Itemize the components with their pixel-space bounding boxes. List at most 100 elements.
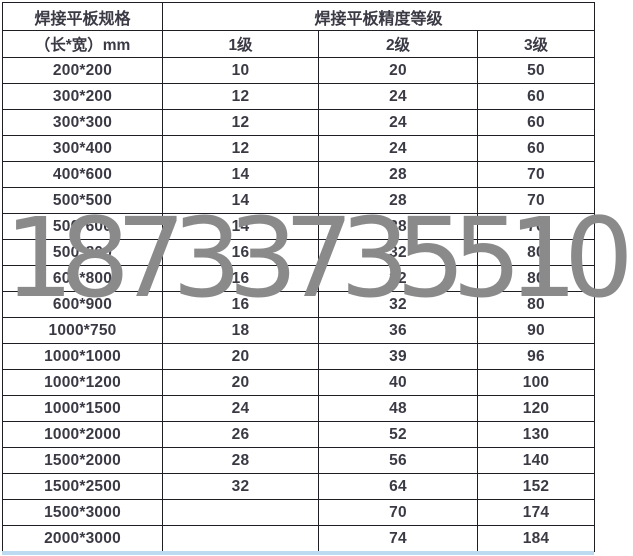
cell-flatness-value: 96: [476, 343, 596, 370]
cell-flatness-value: 60: [476, 135, 596, 162]
cell-flatness-value: 14: [162, 213, 319, 240]
cell-flatness-value: 24: [318, 109, 478, 136]
table-row: 1000*1200 20 40 100: [2, 369, 596, 396]
cell-plate-size: 1000*1000: [2, 343, 163, 370]
welding-plate-spec-table: 焊接平板规格 焊接平板精度等级 （长*宽）mm 1级 2级 3级 200*200 10 2…: [2, 2, 596, 552]
cell-plate-size: 500*800: [2, 239, 163, 266]
cell-flatness-value: 80: [476, 291, 596, 318]
cell-plate-size: 600*900: [2, 291, 163, 318]
cell-flatness-value: 32: [318, 265, 478, 292]
cell-flatness-value: 26: [162, 421, 319, 448]
cell-flatness-value: 32: [318, 239, 478, 266]
table-row: 400*600 14 28 70: [2, 161, 596, 188]
cell-flatness-value: 70: [318, 499, 478, 526]
cell-flatness-value: 60: [476, 83, 596, 110]
table-row: 300*400 12 24 60: [2, 135, 596, 162]
cell-plate-size: 1000*1500: [2, 395, 163, 422]
cell-flatness-value: 74: [318, 525, 478, 552]
table-row: 300*300 12 24 60: [2, 109, 596, 136]
cell-flatness-value: 90: [476, 317, 596, 344]
cell-flatness-value: 28: [318, 213, 478, 240]
table-row: 2000*3000 74 184: [2, 525, 596, 552]
cell-flatness-value: 80: [476, 265, 596, 292]
header-precision-grades: 焊接平板精度等级: [161, 2, 596, 31]
cell-flatness-value: 40: [318, 369, 478, 396]
cell-plate-size: 300*300: [2, 109, 163, 136]
cell-flatness-value: 100: [476, 369, 596, 396]
column-header-row: （长*宽）mm 1级 2级 3级: [2, 30, 596, 58]
cell-flatness-value: 130: [476, 421, 596, 448]
cell-flatness-value: 16: [162, 239, 319, 266]
cell-flatness-value: 12: [162, 109, 319, 136]
cell-plate-size: 300*200: [2, 83, 163, 110]
group-header-row: 焊接平板规格 焊接平板精度等级: [2, 2, 596, 31]
cell-plate-size: 1000*750: [2, 317, 163, 344]
cell-plate-size: 400*600: [2, 161, 163, 188]
table-row: 1000*750 18 36 90: [2, 317, 596, 344]
table-row: 300*200 12 24 60: [2, 83, 596, 110]
column-header-size-mm: （长*宽）mm: [2, 30, 163, 58]
cell-flatness-value: 152: [476, 473, 596, 500]
table-row: 500*500 14 28 70: [2, 187, 596, 214]
cell-flatness-value: 20: [162, 369, 319, 396]
cell-flatness-value: 120: [476, 395, 596, 422]
cell-flatness-value: [162, 499, 319, 526]
cell-flatness-value: 70: [476, 213, 596, 240]
cell-flatness-value: 28: [162, 447, 319, 474]
cell-flatness-value: 20: [162, 343, 319, 370]
cell-flatness-value: 14: [162, 187, 319, 214]
cell-flatness-value: 50: [476, 57, 596, 84]
cell-flatness-value: 70: [476, 187, 596, 214]
table-row: 600*900 16 32 80: [2, 291, 596, 318]
cell-flatness-value: 16: [162, 265, 319, 292]
cell-plate-size: 1000*1200: [2, 369, 163, 396]
cell-flatness-value: 80: [476, 239, 596, 266]
table-row: 1000*1000 20 39 96: [2, 343, 596, 370]
cell-flatness-value: 32: [162, 473, 319, 500]
cell-plate-size: 600*800: [2, 265, 163, 292]
cell-flatness-value: 24: [318, 83, 478, 110]
cell-flatness-value: 20: [318, 57, 478, 84]
cell-flatness-value: [162, 525, 319, 552]
cell-flatness-value: 52: [318, 421, 478, 448]
cell-flatness-value: 14: [162, 161, 319, 188]
table-row: 600*800 16 32 80: [2, 265, 596, 292]
table-row: 1500*2000 28 56 140: [2, 447, 596, 474]
header-plate-spec: 焊接平板规格: [2, 2, 163, 31]
cell-flatness-value: 64: [318, 473, 478, 500]
table-row: 1000*1500 24 48 120: [2, 395, 596, 422]
cell-flatness-value: 184: [476, 525, 596, 552]
cell-flatness-value: 18: [162, 317, 319, 344]
table-row: 1500*3000 70 174: [2, 499, 596, 526]
table-row: 1000*2000 26 52 130: [2, 421, 596, 448]
cell-flatness-value: 28: [318, 161, 478, 188]
cell-flatness-value: 32: [318, 291, 478, 318]
cell-plate-size: 1500*2500: [2, 473, 163, 500]
cell-plate-size: 2000*3000: [2, 525, 163, 552]
cell-plate-size: 500*600: [2, 213, 163, 240]
column-header-grade-2: 2级: [318, 30, 478, 58]
cell-plate-size: 500*500: [2, 187, 163, 214]
cell-flatness-value: 28: [318, 187, 478, 214]
table-row: 1500*2500 32 64 152: [2, 473, 596, 500]
column-header-grade-3: 3级: [476, 30, 596, 58]
cell-plate-size: 200*200: [2, 57, 163, 84]
cell-flatness-value: 174: [476, 499, 596, 526]
column-header-grade-1: 1级: [162, 30, 319, 58]
cell-flatness-value: 39: [318, 343, 478, 370]
cell-plate-size: 1500*3000: [2, 499, 163, 526]
cell-flatness-value: 24: [318, 135, 478, 162]
cell-flatness-value: 10: [162, 57, 319, 84]
cell-flatness-value: 48: [318, 395, 478, 422]
cell-flatness-value: 70: [476, 161, 596, 188]
cell-flatness-value: 12: [162, 135, 319, 162]
cell-flatness-value: 24: [162, 395, 319, 422]
cell-flatness-value: 140: [476, 447, 596, 474]
cell-flatness-value: 16: [162, 291, 319, 318]
cell-plate-size: 1000*2000: [2, 421, 163, 448]
cell-plate-size: 300*400: [2, 135, 163, 162]
cell-plate-size: 1500*2000: [2, 447, 163, 474]
cell-flatness-value: 60: [476, 109, 596, 136]
table-row: 200*200 10 20 50: [2, 57, 596, 84]
